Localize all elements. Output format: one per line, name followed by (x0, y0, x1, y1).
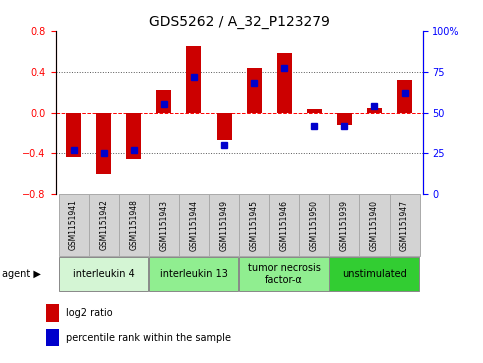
Bar (307, 110, 322, 113)
Bar (119, 194, 149, 256)
Text: log2 ratio: log2 ratio (66, 308, 113, 318)
Text: tumor necrosis
factor-α: tumor necrosis factor-α (248, 263, 321, 285)
Bar (186, 46, 201, 113)
Text: percentile rank within the sample: percentile rank within the sample (66, 333, 231, 343)
Bar (247, 68, 262, 113)
Bar (329, 257, 419, 291)
Text: interleukin 13: interleukin 13 (160, 269, 228, 279)
Bar (46, 304, 59, 322)
Bar (239, 257, 329, 291)
Bar (149, 194, 179, 256)
Text: GSM1151943: GSM1151943 (159, 200, 169, 250)
Bar (58, 194, 89, 256)
Text: GSM1151947: GSM1151947 (400, 200, 409, 250)
Bar (179, 194, 209, 256)
Bar (239, 194, 269, 256)
Text: GSM1151942: GSM1151942 (99, 200, 108, 250)
Bar (209, 194, 239, 256)
Bar (359, 194, 389, 256)
Text: GSM1151945: GSM1151945 (250, 200, 258, 250)
Text: GSM1151941: GSM1151941 (69, 200, 78, 250)
Text: agent ▶: agent ▶ (2, 269, 41, 279)
Bar (126, 113, 142, 159)
Text: GDS5262 / A_32_P123279: GDS5262 / A_32_P123279 (149, 15, 329, 29)
Bar (149, 257, 239, 291)
Text: GSM1151939: GSM1151939 (340, 200, 349, 250)
Text: interleukin 4: interleukin 4 (73, 269, 135, 279)
Bar (66, 113, 81, 158)
Bar (329, 194, 359, 256)
Text: GSM1151948: GSM1151948 (129, 200, 138, 250)
Bar (58, 257, 148, 291)
Bar (389, 194, 420, 256)
Bar (96, 113, 111, 174)
Bar (397, 80, 412, 113)
Bar (337, 113, 352, 125)
Bar (46, 329, 59, 346)
Text: unstimulated: unstimulated (342, 269, 407, 279)
Bar (299, 194, 329, 256)
Text: GSM1151949: GSM1151949 (220, 200, 228, 250)
Bar (277, 53, 292, 113)
Bar (269, 194, 299, 256)
Text: GSM1151950: GSM1151950 (310, 200, 319, 250)
Bar (216, 113, 231, 140)
Bar (367, 109, 382, 113)
Text: GSM1151940: GSM1151940 (370, 200, 379, 250)
Bar (156, 90, 171, 113)
Text: GSM1151944: GSM1151944 (189, 200, 199, 250)
Text: GSM1151946: GSM1151946 (280, 200, 289, 250)
Bar (89, 194, 119, 256)
